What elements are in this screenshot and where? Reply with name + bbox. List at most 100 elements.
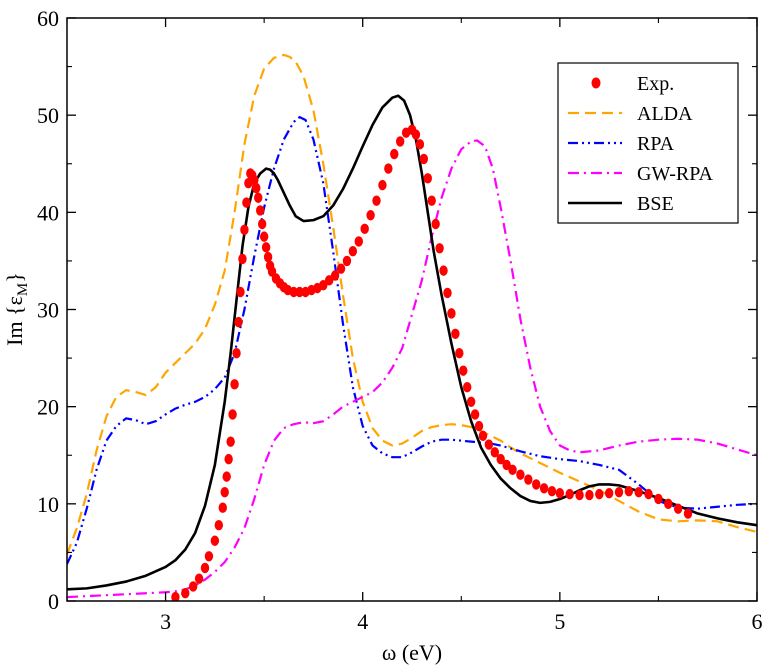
data-point-exp	[210, 535, 220, 546]
data-point-exp	[474, 420, 484, 432]
y-tick-label: 40	[37, 200, 59, 225]
data-point-exp	[431, 218, 440, 230]
y-tick-label: 0	[48, 589, 59, 614]
x-tick-label: 3	[160, 609, 171, 634]
data-point-exp	[484, 439, 494, 450]
y-axis-label-base: Im {ε	[2, 296, 27, 346]
data-point-exp	[575, 489, 584, 501]
legend-label-alda: ALDA	[637, 103, 693, 125]
data-point-exp	[236, 286, 245, 298]
legend-label-gw-rpa: GW-RPA	[637, 163, 714, 185]
data-point-exp	[214, 520, 223, 531]
data-point-exp	[415, 139, 425, 150]
legend-item-bse: BSE	[568, 193, 674, 215]
data-point-exp	[585, 489, 594, 501]
data-point-exp	[508, 464, 517, 476]
legend-label-exp: Exp.	[637, 73, 674, 95]
data-point-exp	[439, 265, 448, 276]
data-point-exp	[459, 365, 468, 376]
data-point-exp	[427, 195, 436, 206]
legend: Exp. ALDA RPA GW-RPA BSE	[557, 62, 739, 224]
data-point-exp	[230, 379, 239, 390]
data-point-exp	[330, 270, 340, 281]
data-point-exp	[263, 251, 273, 263]
data-point-exp	[256, 205, 265, 216]
y-tick-label: 20	[37, 395, 59, 420]
data-point-exp	[478, 430, 488, 442]
data-point-exp	[423, 173, 432, 184]
series-line-bse	[67, 94, 757, 591]
data-point-exp	[466, 396, 476, 408]
y-tick-label: 10	[37, 492, 59, 517]
data-point-exp	[470, 409, 480, 420]
data-point-exp	[496, 453, 505, 465]
data-point-exp	[502, 459, 511, 471]
data-point-exp	[455, 348, 464, 359]
data-point-exp	[354, 236, 363, 247]
data-point-exp	[360, 223, 369, 235]
x-tick-label: 6	[752, 609, 763, 634]
data-point-exp	[390, 148, 399, 160]
data-point-exp	[604, 487, 614, 499]
data-point-exp	[200, 562, 210, 574]
data-point-exp	[547, 486, 557, 497]
data-point-exp	[411, 129, 421, 140]
data-point-exp	[443, 287, 452, 299]
data-point-exp	[222, 471, 231, 482]
y-axis-label-close: }	[2, 272, 27, 283]
data-point-exp	[539, 483, 549, 494]
x-axis-label: ω (eV)	[382, 640, 442, 665]
data-point-exp	[366, 210, 375, 221]
data-point-exp	[181, 588, 190, 599]
data-point-exp	[378, 179, 387, 191]
data-point-exp	[490, 447, 499, 458]
data-point-exp	[257, 218, 267, 230]
data-point-exp	[194, 573, 204, 584]
data-point-exp	[319, 280, 328, 291]
data-point-exp	[188, 581, 198, 592]
data-point-exp	[342, 255, 352, 267]
data-point-exp	[595, 488, 604, 500]
y-tick-label: 60	[37, 6, 59, 31]
y-tick-label: 50	[37, 103, 59, 128]
data-point-exp	[220, 486, 229, 498]
legend-item-gw-rpa: GW-RPA	[568, 163, 714, 185]
y-axis-label-subscript: M	[15, 283, 31, 296]
series-line-rpa	[67, 116, 757, 565]
data-point-exp	[240, 224, 249, 236]
data-point-exp	[204, 551, 214, 562]
data-point-exp	[252, 182, 261, 194]
y-tick-label: 30	[37, 298, 59, 323]
data-point-exp	[451, 328, 460, 339]
series-layer	[67, 53, 757, 601]
data-point-exp	[261, 242, 271, 253]
legend-item-rpa: RPA	[568, 133, 675, 155]
data-point-exp	[463, 382, 472, 393]
data-point-exp	[614, 486, 624, 498]
data-point-exp	[295, 286, 304, 298]
series-line-gw-rpa	[67, 139, 757, 599]
data-point-exp	[516, 469, 525, 480]
data-point-exp	[624, 486, 634, 497]
legend-label-bse: BSE	[637, 193, 674, 215]
series-exp	[171, 124, 693, 601]
data-point-exp	[254, 192, 263, 203]
legend-swatch-exp	[591, 77, 601, 89]
data-point-exp	[259, 231, 269, 242]
data-point-exp	[532, 479, 541, 490]
data-point-exp	[555, 487, 565, 499]
data-point-exp	[644, 488, 653, 500]
data-point-exp	[435, 243, 444, 254]
data-point-exp	[232, 348, 241, 359]
data-point-exp	[325, 275, 334, 286]
x-tick-label: 4	[357, 609, 368, 634]
data-point-exp	[224, 453, 233, 465]
data-point-exp	[226, 436, 235, 447]
data-point-exp	[384, 163, 393, 174]
data-point-exp	[664, 498, 673, 510]
data-point-exp	[336, 263, 346, 274]
x-tick-label: 5	[554, 609, 565, 634]
